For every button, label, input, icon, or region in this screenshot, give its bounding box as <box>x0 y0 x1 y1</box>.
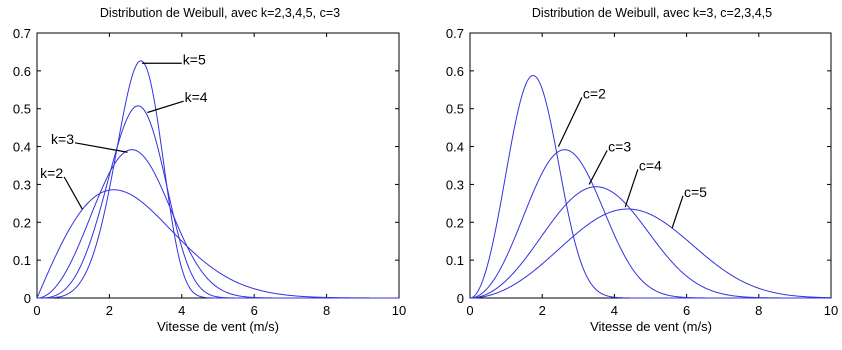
y-tick-label: 0.6 <box>13 64 31 79</box>
x-tick-label: 6 <box>683 303 690 318</box>
x-tick-label: 6 <box>251 303 258 318</box>
chart-right: Distribution de Weibull, avec k=3, c=2,3… <box>446 6 838 334</box>
x-axis-label: Vitesse de vent (m/s) <box>590 319 712 334</box>
y-tick-label: 0.2 <box>446 215 464 230</box>
series-line-k=5 <box>37 60 399 299</box>
chart-left: Distribution de Weibull, avec k=2,3,4,5,… <box>13 6 406 334</box>
annotation-label-k=4: k=4 <box>185 89 208 105</box>
series-line-k=4 <box>37 105 399 299</box>
y-tick-label: 0.1 <box>446 253 464 268</box>
y-tick-label: 0.4 <box>446 140 464 155</box>
annotation-leader-c=3 <box>588 150 608 185</box>
x-tick-label: 10 <box>392 303 406 318</box>
annotation-label-c=5: c=5 <box>684 184 707 200</box>
annotation-leader-k=3 <box>74 142 128 153</box>
y-tick-label: 0.1 <box>13 253 31 268</box>
x-tick-label: 4 <box>178 303 185 318</box>
annotation-leader-c=4 <box>624 169 639 208</box>
y-tick-label: 0.7 <box>446 26 464 41</box>
x-tick-label: 2 <box>106 303 113 318</box>
axes-box <box>36 32 400 299</box>
chart-title: Distribution de Weibull, avec k=3, c=2,3… <box>532 6 772 20</box>
y-tick-label: 0.2 <box>13 215 31 230</box>
x-tick-label: 8 <box>755 303 762 318</box>
y-tick-label: 0.6 <box>446 64 464 79</box>
series-line-k=2 <box>36 189 399 299</box>
series-line-c=5 <box>469 208 832 299</box>
series-line-c=2 <box>469 75 831 299</box>
y-tick-label: 0 <box>24 291 31 306</box>
annotation-label-c=3: c=3 <box>608 138 631 154</box>
y-tick-label: 0.4 <box>13 140 31 155</box>
y-tick-label: 0.5 <box>446 102 464 117</box>
x-tick-label: 4 <box>611 303 618 318</box>
y-tick-label: 0.3 <box>13 177 31 192</box>
y-tick-label: 0.7 <box>13 26 31 41</box>
series-line-c=4 <box>469 186 831 299</box>
annotation-leader-c=2 <box>557 97 583 147</box>
annotation-label-k=5: k=5 <box>183 51 206 67</box>
series-line-k=3 <box>36 149 399 299</box>
x-tick-label: 0 <box>466 303 473 318</box>
x-tick-label: 0 <box>33 303 40 318</box>
annotation-label-k=3: k=3 <box>51 131 74 147</box>
annotation-label-c=2: c=2 <box>583 85 606 101</box>
annotation-label-c=4: c=4 <box>639 157 662 173</box>
annotation-leader-k=2 <box>63 176 83 210</box>
x-tick-label: 8 <box>323 303 330 318</box>
x-tick-label: 2 <box>539 303 546 318</box>
y-tick-label: 0 <box>457 291 464 306</box>
chart-title: Distribution de Weibull, avec k=2,3,4,5,… <box>100 6 340 20</box>
y-tick-label: 0.3 <box>446 177 464 192</box>
y-tick-label: 0.5 <box>13 102 31 117</box>
annotation-leader-c=5 <box>671 195 684 229</box>
annotation-label-k=2: k=2 <box>40 165 63 181</box>
x-tick-label: 10 <box>824 303 838 318</box>
x-axis-label: Vitesse de vent (m/s) <box>157 319 279 334</box>
annotation-leader-k=4 <box>147 100 184 114</box>
